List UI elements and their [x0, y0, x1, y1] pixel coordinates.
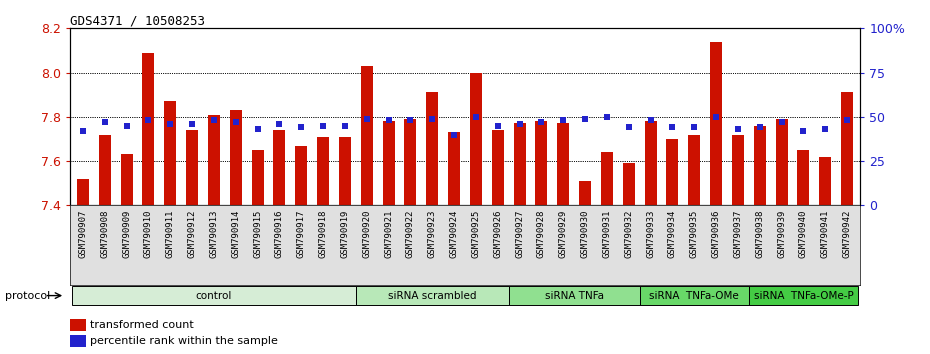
Text: siRNA scrambled: siRNA scrambled	[388, 291, 476, 301]
Bar	[623, 163, 635, 205]
Bar	[356, 286, 509, 305]
Bar	[841, 92, 853, 205]
Bar	[754, 126, 765, 205]
Bar	[732, 135, 744, 205]
Text: percentile rank within the sample: percentile rank within the sample	[89, 336, 277, 346]
Text: GSM790926: GSM790926	[493, 209, 502, 258]
Bar	[536, 121, 548, 205]
Bar	[557, 124, 569, 205]
Text: protocol: protocol	[5, 291, 50, 301]
Text: GSM790937: GSM790937	[734, 209, 742, 258]
Text: GSM790935: GSM790935	[690, 209, 698, 258]
Text: GSM790942: GSM790942	[843, 209, 852, 258]
Text: GSM790922: GSM790922	[405, 209, 415, 258]
Text: GSM790938: GSM790938	[755, 209, 764, 258]
Bar	[426, 92, 438, 205]
Bar	[165, 101, 176, 205]
Bar	[361, 66, 373, 205]
Text: GSM790929: GSM790929	[559, 209, 568, 258]
Text: GSM790936: GSM790936	[711, 209, 721, 258]
Text: GSM790927: GSM790927	[515, 209, 525, 258]
Text: control: control	[195, 291, 232, 301]
Bar	[797, 150, 809, 205]
Bar	[382, 121, 394, 205]
Text: GSM790932: GSM790932	[624, 209, 633, 258]
Bar	[470, 73, 482, 205]
Text: siRNA  TNFa-OMe-P: siRNA TNFa-OMe-P	[753, 291, 854, 301]
Bar	[711, 41, 722, 205]
Text: GSM790923: GSM790923	[428, 209, 437, 258]
Text: GSM790912: GSM790912	[188, 209, 196, 258]
Bar	[640, 286, 749, 305]
Bar	[749, 286, 858, 305]
Text: GSM790924: GSM790924	[449, 209, 458, 258]
Bar	[819, 156, 831, 205]
Bar	[251, 150, 263, 205]
Text: GSM790913: GSM790913	[209, 209, 219, 258]
Bar	[70, 335, 86, 347]
Bar	[72, 286, 356, 305]
Text: transformed count: transformed count	[89, 320, 193, 330]
Bar	[448, 132, 460, 205]
Bar	[644, 121, 657, 205]
Bar	[492, 130, 504, 205]
Bar	[77, 179, 89, 205]
Text: GSM790916: GSM790916	[275, 209, 284, 258]
Text: GSM790910: GSM790910	[144, 209, 153, 258]
Text: GSM790914: GSM790914	[232, 209, 240, 258]
Text: GSM790939: GSM790939	[777, 209, 786, 258]
Bar	[121, 154, 133, 205]
Bar	[667, 139, 679, 205]
Bar	[186, 130, 198, 205]
Text: GSM790920: GSM790920	[362, 209, 371, 258]
Text: GDS4371 / 10508253: GDS4371 / 10508253	[70, 14, 205, 27]
Bar	[405, 119, 417, 205]
Text: GSM790931: GSM790931	[603, 209, 611, 258]
Bar	[601, 152, 613, 205]
Bar	[70, 319, 86, 331]
Bar	[295, 145, 307, 205]
Text: GSM790921: GSM790921	[384, 209, 393, 258]
Bar	[509, 286, 640, 305]
Text: GSM790928: GSM790928	[537, 209, 546, 258]
Text: GSM790908: GSM790908	[100, 209, 109, 258]
Text: GSM790919: GSM790919	[340, 209, 350, 258]
Bar	[142, 53, 154, 205]
Text: GSM790907: GSM790907	[78, 209, 87, 258]
Text: siRNA  TNFa-OMe: siRNA TNFa-OMe	[649, 291, 739, 301]
Text: GSM790934: GSM790934	[668, 209, 677, 258]
Bar	[273, 130, 286, 205]
Bar	[99, 135, 111, 205]
Text: GSM790933: GSM790933	[646, 209, 655, 258]
Text: GSM790917: GSM790917	[297, 209, 306, 258]
Bar	[317, 137, 329, 205]
Bar	[579, 181, 591, 205]
Bar	[208, 115, 219, 205]
Text: GSM790930: GSM790930	[580, 209, 590, 258]
Bar	[230, 110, 242, 205]
Bar	[339, 137, 351, 205]
Text: GSM790911: GSM790911	[166, 209, 175, 258]
Text: GSM790940: GSM790940	[799, 209, 808, 258]
Bar	[688, 135, 700, 205]
Bar	[513, 124, 525, 205]
Text: GSM790941: GSM790941	[821, 209, 830, 258]
Text: GSM790915: GSM790915	[253, 209, 262, 258]
Text: GSM790925: GSM790925	[472, 209, 481, 258]
Bar	[776, 119, 788, 205]
Text: GSM790918: GSM790918	[319, 209, 327, 258]
Text: siRNA TNFa: siRNA TNFa	[545, 291, 604, 301]
Text: GSM790909: GSM790909	[122, 209, 131, 258]
